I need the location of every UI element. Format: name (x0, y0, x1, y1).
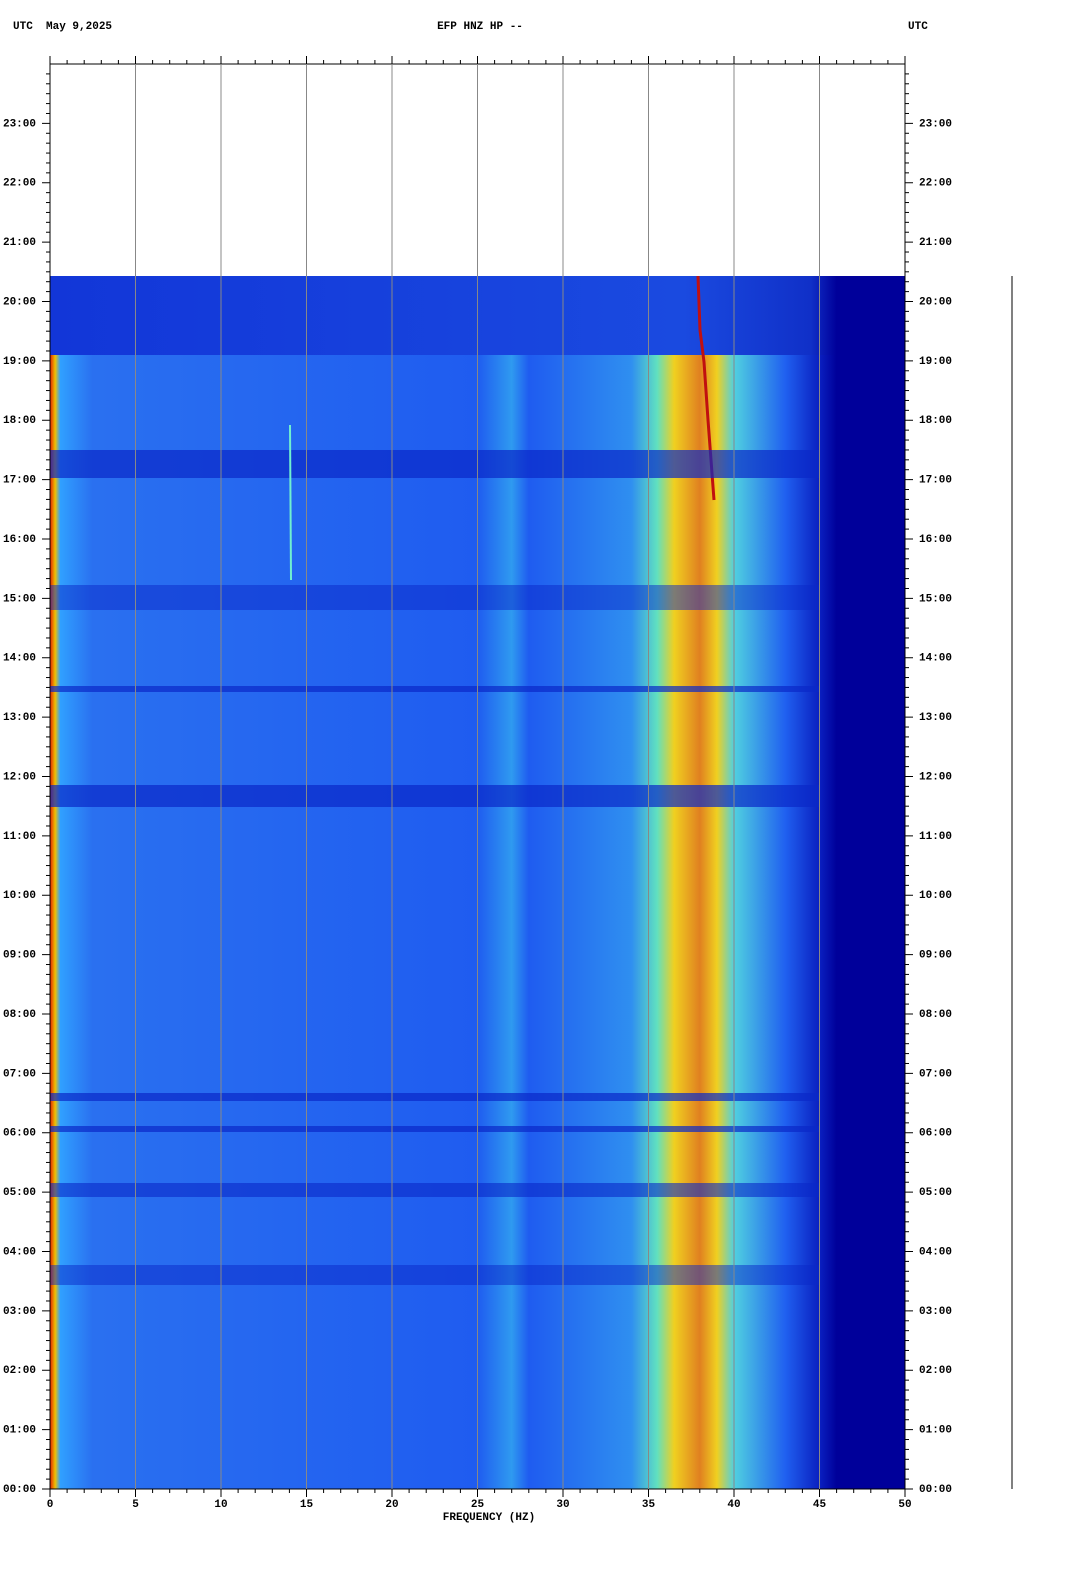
x-tick-label: 15 (300, 1499, 314, 1511)
y-tick-label-right: 11:00 (919, 831, 952, 843)
x-tick-label: 35 (642, 1499, 656, 1511)
y-tick-label-right: 09:00 (919, 950, 952, 962)
y-tick-label: 10:00 (3, 890, 36, 902)
y-tick-label-right: 06:00 (919, 1128, 952, 1140)
y-tick-label: 09:00 (3, 950, 36, 962)
y-tick-label: 21:00 (3, 237, 36, 249)
y-tick-label: 03:00 (3, 1306, 36, 1318)
y-tick-label: 12:00 (3, 771, 36, 783)
y-tick-label-right: 05:00 (919, 1187, 952, 1199)
x-tick-label: 10 (214, 1499, 227, 1511)
y-tick-label: 14:00 (3, 653, 36, 665)
y-tick-label: 02:00 (3, 1365, 36, 1377)
y-tick-label-right: 00:00 (919, 1484, 952, 1496)
y-tick-label-right: 23:00 (919, 118, 952, 130)
x-tick-label: 20 (385, 1499, 398, 1511)
x-tick-label: 0 (47, 1499, 54, 1511)
x-tick-label: 30 (556, 1499, 569, 1511)
x-tick-label: 25 (471, 1499, 485, 1511)
y-tick-label-right: 19:00 (919, 356, 952, 368)
y-tick-label: 07:00 (3, 1068, 36, 1080)
x-tick-label: 5 (132, 1499, 139, 1511)
y-tick-label-right: 15:00 (919, 593, 952, 605)
x-axis-label: FREQUENCY (HZ) (443, 1512, 535, 1524)
y-tick-label: 19:00 (3, 356, 36, 368)
y-tick-label-right: 10:00 (919, 890, 952, 902)
chart-title: EFP HNZ HP -- (437, 21, 523, 33)
y-tick-label: 16:00 (3, 534, 36, 546)
y-tick-label: 08:00 (3, 1009, 36, 1021)
y-tick-label-right: 12:00 (919, 771, 952, 783)
x-tick-label: 50 (898, 1499, 911, 1511)
y-tick-label-right: 17:00 (919, 475, 952, 487)
header-left: UTC May 9,2025 (13, 21, 112, 33)
header-right: UTC (908, 21, 928, 33)
y-tick-label: 20:00 (3, 296, 36, 308)
y-tick-label: 11:00 (3, 831, 36, 843)
y-tick-label-right: 08:00 (919, 1009, 952, 1021)
y-tick-label-right: 16:00 (919, 534, 952, 546)
x-tick-label: 40 (727, 1499, 740, 1511)
y-tick-label: 04:00 (3, 1246, 36, 1258)
y-tick-label-right: 03:00 (919, 1306, 952, 1318)
y-tick-label: 13:00 (3, 712, 36, 724)
y-tick-label: 18:00 (3, 415, 36, 427)
y-tick-label-right: 04:00 (919, 1246, 952, 1258)
y-tick-label-right: 21:00 (919, 237, 952, 249)
y-tick-label-right: 18:00 (919, 415, 952, 427)
y-tick-label-right: 14:00 (919, 653, 952, 665)
y-tick-label-right: 20:00 (919, 296, 952, 308)
y-tick-label: 06:00 (3, 1128, 36, 1140)
y-tick-label-right: 01:00 (919, 1425, 952, 1437)
y-tick-label: 05:00 (3, 1187, 36, 1199)
x-tick-label: 45 (813, 1499, 827, 1511)
y-tick-label: 00:00 (3, 1484, 36, 1496)
y-tick-label: 22:00 (3, 178, 36, 190)
y-tick-label-right: 13:00 (919, 712, 952, 724)
y-tick-label: 01:00 (3, 1425, 36, 1437)
y-tick-label: 15:00 (3, 593, 36, 605)
y-tick-label: 17:00 (3, 475, 36, 487)
y-tick-label: 23:00 (3, 118, 36, 130)
y-tick-label-right: 02:00 (919, 1365, 952, 1377)
y-tick-label-right: 07:00 (919, 1068, 952, 1080)
y-tick-label-right: 22:00 (919, 178, 952, 190)
